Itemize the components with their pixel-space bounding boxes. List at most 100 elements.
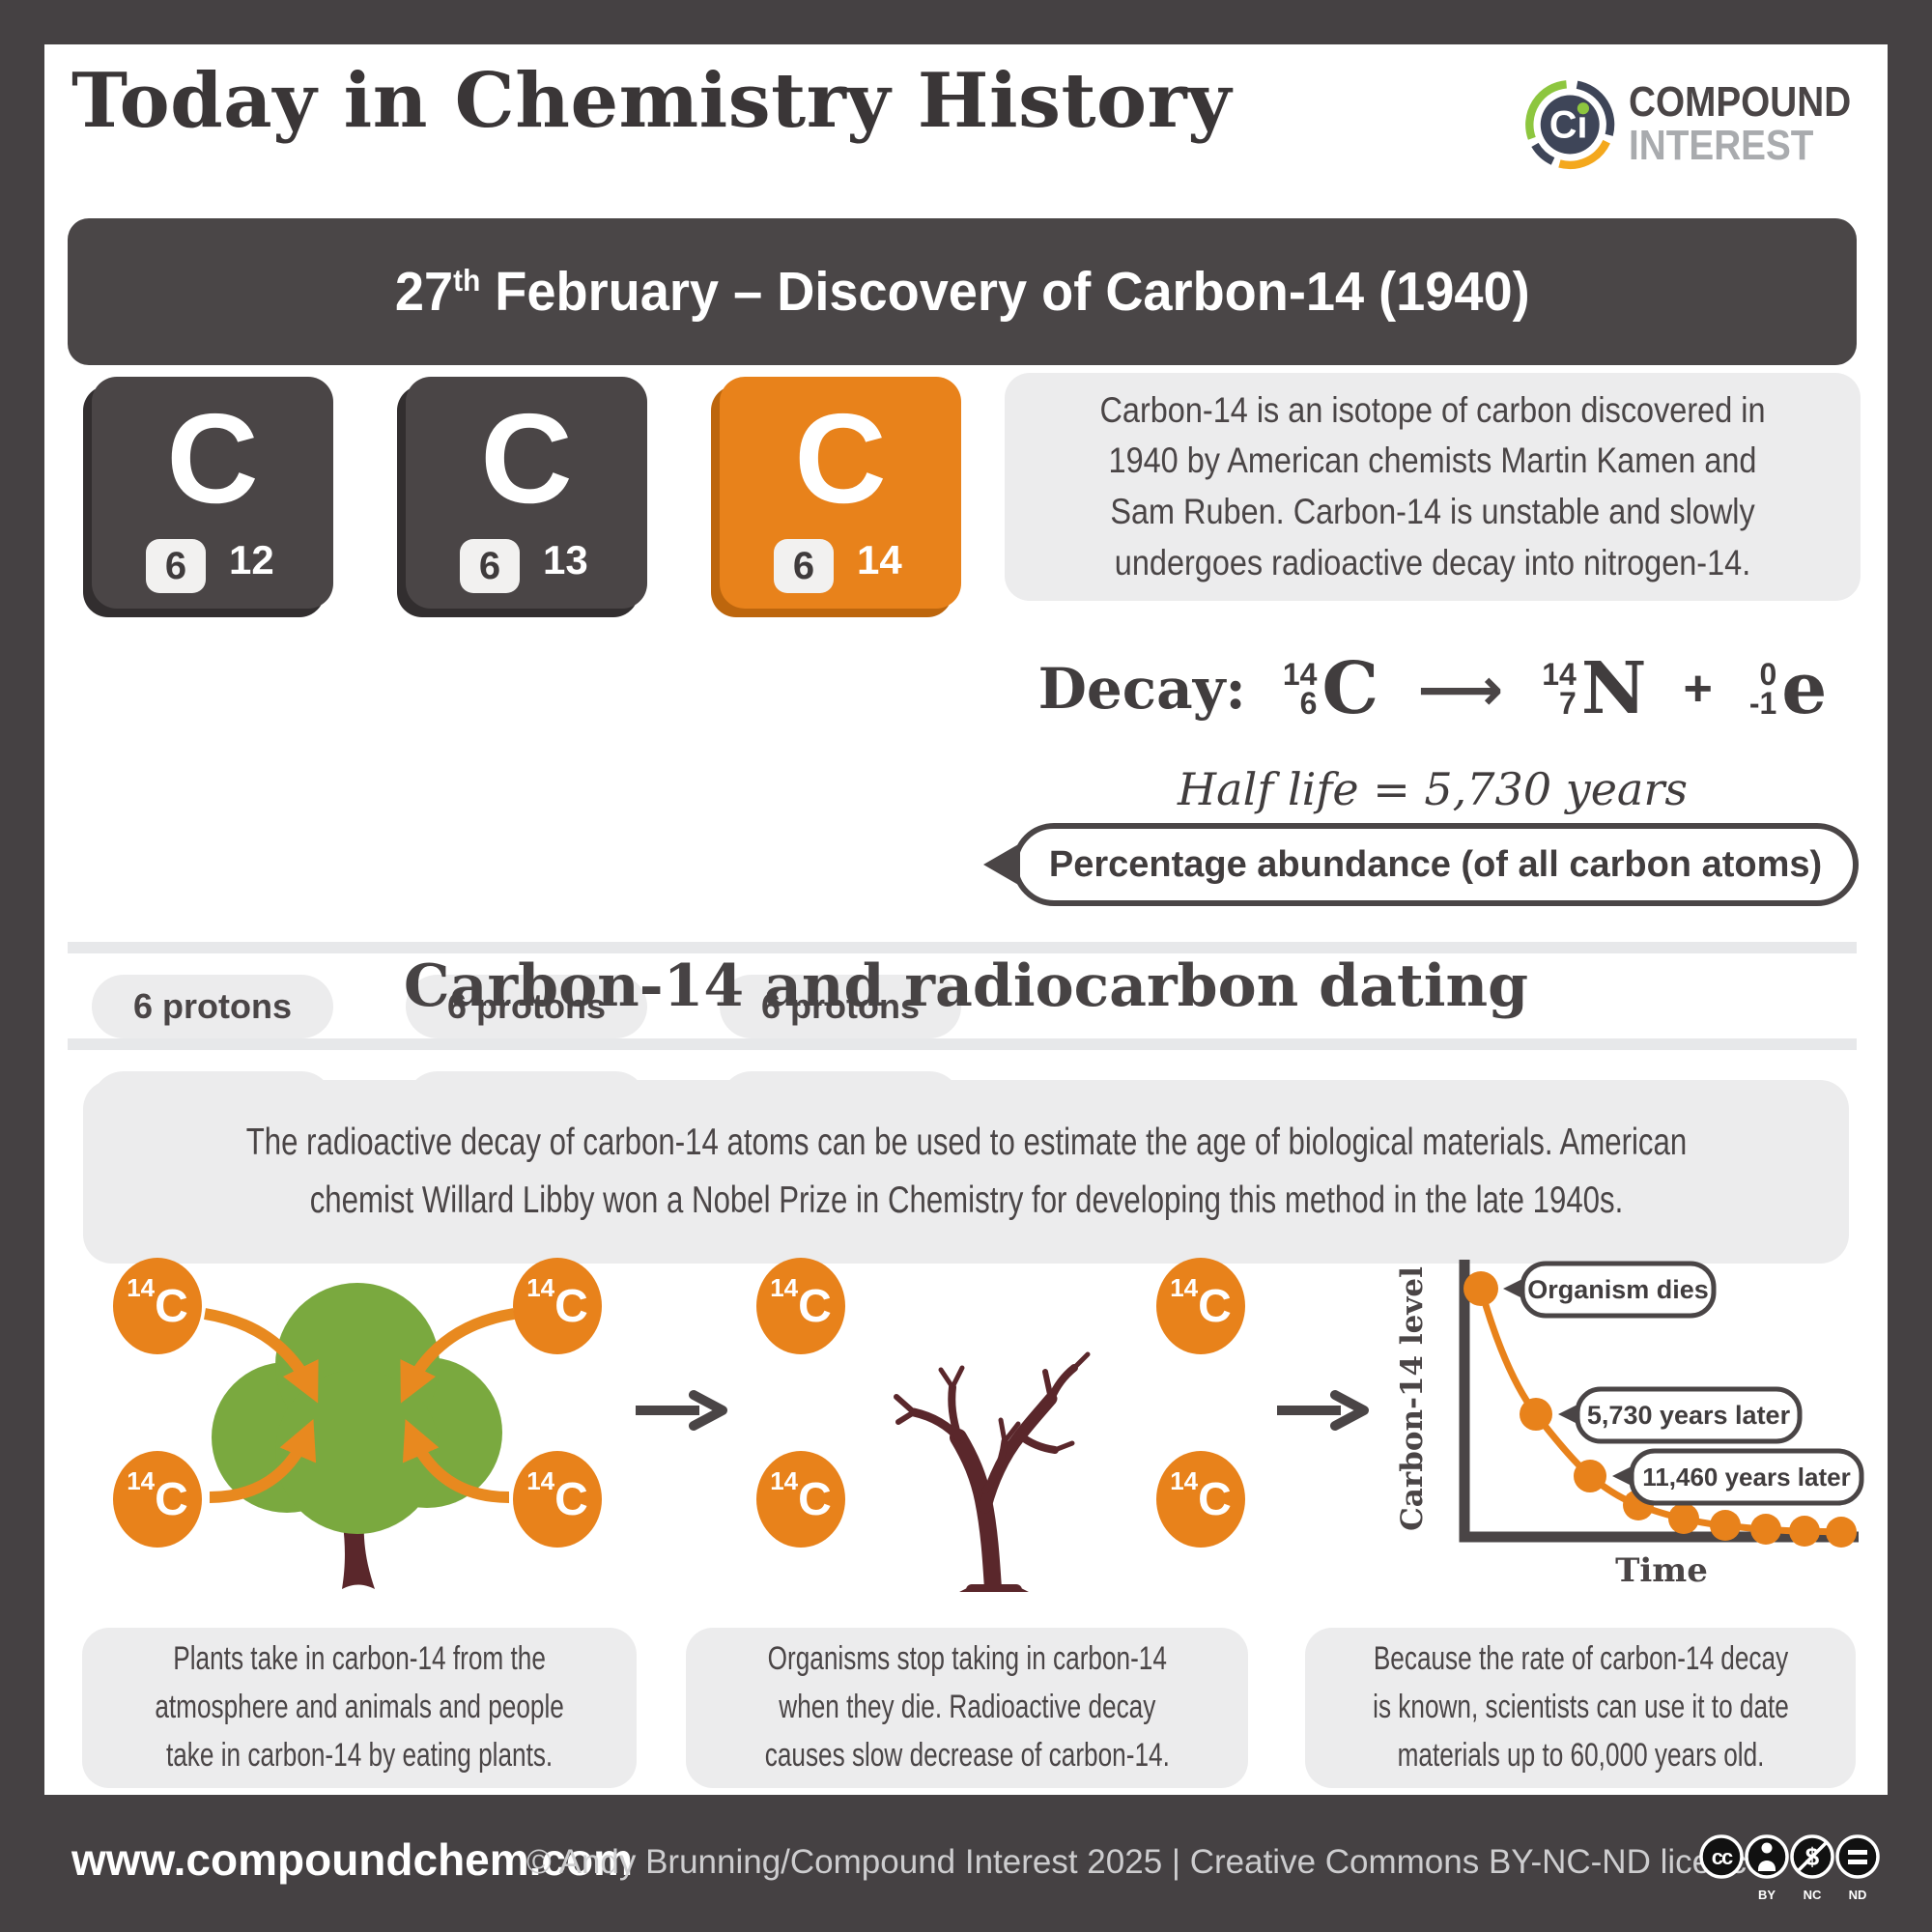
- protons-pill: 6 protons: [406, 975, 647, 1038]
- cc-nc-icon: $ NC: [1790, 1834, 1834, 1902]
- half-life-text: Half life = 5,730 years: [1178, 763, 1688, 815]
- carbon14-description-box: Carbon-14 is an isotope of carbon discov…: [1005, 373, 1861, 601]
- svg-text:cc: cc: [1712, 1845, 1733, 1869]
- svg-text:NC: NC: [1804, 1888, 1822, 1902]
- isotope-column-c14: C 6 14 6 protons 8 neutrons <0.0001%: [720, 377, 961, 1232]
- cc-license-badges: cc BY $ NC ND: [1699, 1834, 1880, 1902]
- protons-pill: 6 protons: [720, 975, 961, 1038]
- annotation-organism-dies: Organism dies: [1503, 1261, 1717, 1319]
- nuclide-electron: 0 -1 e: [1749, 653, 1828, 724]
- abundance-callout: Percentage abundance (of all carbon atom…: [1012, 823, 1859, 906]
- svg-text:14C: 14C: [127, 1273, 188, 1332]
- cc-nd-icon: ND: [1835, 1834, 1880, 1902]
- isotope-column-c13: C 6 13 6 protons 7 neutrons 1.1%: [406, 377, 647, 1232]
- date-banner-text: 27th February – Discovery of Carbon-14 (…: [395, 260, 1530, 324]
- carbon-intake-arrows: [204, 1308, 515, 1503]
- element-symbol: C: [480, 387, 573, 529]
- c14-atom-badge: 14C: [113, 1258, 202, 1354]
- svg-text:14C: 14C: [1170, 1466, 1232, 1525]
- element-symbol: C: [166, 387, 259, 529]
- element-tile-c13: C 6 13: [406, 377, 647, 609]
- protons-pill: 6 protons: [92, 975, 333, 1038]
- electron-mass: 0: [1759, 656, 1777, 692]
- electron-number: -1: [1748, 686, 1777, 721]
- c14-number: 6: [1299, 686, 1318, 721]
- mass-number: 13: [543, 537, 588, 582]
- element-tile-c14: C 6 14: [720, 377, 961, 609]
- step-arrow-icon: [636, 1390, 727, 1431]
- isotope-column-c12: C 6 12 6 protons 6 neutrons 98.9%: [92, 377, 333, 1232]
- element-symbol: C: [794, 387, 887, 529]
- c14-symbol: C: [1321, 647, 1379, 730]
- atomic-number-badge: 6: [146, 539, 206, 593]
- logo-green-dot: [1577, 102, 1590, 115]
- svg-text:5,730 years later: 5,730 years later: [1587, 1401, 1791, 1430]
- atomic-number-badge: 6: [774, 539, 834, 593]
- reaction-arrow-icon: ⟶: [1417, 653, 1504, 724]
- radiocarbon-intro: The radioactive decay of carbon-14 atoms…: [245, 1121, 1687, 1221]
- section-divider-top: [68, 942, 1857, 953]
- svg-text:14C: 14C: [526, 1466, 588, 1525]
- banner-day: 27: [394, 261, 453, 323]
- mass-number: 14: [857, 537, 902, 582]
- step-arrow-icon: [1277, 1390, 1369, 1431]
- mass-number: 12: [229, 537, 274, 582]
- decay-equation: Decay: 14 6 C ⟶ 14 7 N + 0 -1: [1005, 630, 1861, 748]
- website-url: www.compoundchem.com: [71, 1834, 634, 1885]
- svg-text:11,460 years later: 11,460 years later: [1642, 1463, 1850, 1492]
- living-tree-illustration: 14C 14C 14C 14C: [113, 1258, 602, 1589]
- radiocarbon-intro-box: The radioactive decay of carbon-14 atoms…: [83, 1080, 1849, 1264]
- svg-text:14C: 14C: [770, 1466, 832, 1525]
- carbon14-description: Carbon-14 is an isotope of carbon discov…: [1099, 389, 1766, 582]
- data-points: [1463, 1271, 1857, 1548]
- decay-label: Decay:: [1037, 656, 1246, 722]
- tree-canopy: [212, 1283, 502, 1534]
- c14-mass: 14: [1282, 656, 1318, 692]
- svg-text:Organism dies: Organism dies: [1527, 1275, 1709, 1304]
- section-divider-bottom: [68, 1038, 1857, 1050]
- copyright-credit: © Andy Brunning/Compound Interest 2025 |…: [526, 1843, 1776, 1881]
- annotation-11460-years: 11,460 years later: [1612, 1448, 1864, 1506]
- svg-text:14C: 14C: [127, 1466, 188, 1525]
- ci-logo-icon: Ci: [1525, 80, 1615, 170]
- n14-number: 7: [1559, 686, 1577, 721]
- svg-text:14C: 14C: [770, 1273, 832, 1332]
- y-axis-label: Carbon-14 level: [1395, 1266, 1430, 1531]
- n14-mass: 14: [1542, 656, 1577, 692]
- svg-text:14C: 14C: [526, 1273, 588, 1332]
- svg-text:ND: ND: [1849, 1888, 1867, 1902]
- c14-atom-badge: 14C: [113, 1451, 202, 1548]
- section-heading: Carbon-14 and radiocarbon dating: [403, 952, 1529, 1020]
- decay-curve-chart: Carbon-14 level Time Organism dies: [1395, 1260, 1864, 1590]
- svg-text:BY: BY: [1758, 1888, 1776, 1902]
- dead-tree-illustration: 14C 14C 14C 14C: [756, 1258, 1245, 1592]
- n14-symbol: N: [1580, 647, 1647, 730]
- c14-atom-badge: 14C: [1156, 1451, 1245, 1548]
- page-title: Today in Chemistry History: [71, 57, 1232, 145]
- cc-icon: cc: [1699, 1834, 1744, 1879]
- caption-dating: Because the rate of carbon-14 decay is k…: [1305, 1628, 1856, 1788]
- annotation-5730-years: 5,730 years later: [1558, 1386, 1803, 1444]
- plus-sign: +: [1683, 661, 1713, 717]
- electron-symbol: e: [1781, 647, 1828, 730]
- bare-tree: [894, 1351, 1091, 1592]
- caption-organisms-die: Organisms stop taking in carbon-14 when …: [686, 1628, 1248, 1788]
- c14-atom-badges: 14C 14C 14C 14C: [113, 1258, 602, 1548]
- c14-atom-badge: 14C: [513, 1258, 602, 1354]
- banner-ordinal: th: [452, 264, 480, 298]
- content-area: Today in Chemistry History Ci COMPOUND I…: [44, 44, 1888, 1795]
- c14-atom-badge: 14C: [756, 1258, 845, 1354]
- compound-interest-logo: Ci COMPOUND INTEREST: [1524, 62, 1882, 187]
- svg-text:14C: 14C: [1170, 1273, 1232, 1332]
- logo-word-compound: COMPOUND: [1629, 78, 1852, 127]
- x-axis-label: Time: [1615, 1551, 1708, 1590]
- caption-plants: Plants take in carbon-14 from the atmosp…: [82, 1628, 637, 1788]
- cc-by-icon: BY: [1745, 1834, 1789, 1902]
- banner-rest: February – Discovery of Carbon-14 (1940): [479, 261, 1530, 323]
- c14-atom-badges: 14C 14C 14C 14C: [756, 1258, 1245, 1548]
- logo-wordmark: COMPOUND INTEREST: [1629, 78, 1852, 169]
- logo-word-interest: INTEREST: [1629, 122, 1814, 169]
- c14-atom-badge: 14C: [513, 1451, 602, 1548]
- nuclide-c14: 14 6 C: [1283, 653, 1379, 724]
